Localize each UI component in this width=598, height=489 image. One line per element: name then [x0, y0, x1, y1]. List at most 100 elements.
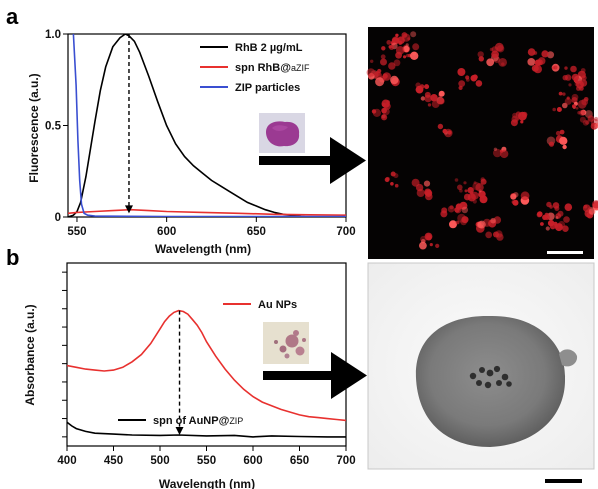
fluorescent-dot: [375, 77, 385, 87]
fluorescent-dot: [438, 90, 445, 97]
fluorescent-dot: [564, 97, 572, 105]
fluorescent-dot: [455, 220, 460, 225]
fluorescent-dot: [431, 100, 440, 108]
fluorescent-dot: [447, 130, 452, 135]
chart-a-annotation: [124, 34, 133, 214]
fluorescent-dot: [477, 51, 484, 58]
fluorescent-dot: [421, 239, 426, 244]
fluorescent-dot: [527, 58, 536, 66]
fluorescent-dot: [424, 91, 431, 98]
legend-entry: RhB 2 µg/mL: [235, 42, 303, 54]
fluorescent-dot: [467, 193, 476, 202]
fluorescent-dot: [562, 144, 567, 150]
fluorescent-dot: [381, 114, 388, 121]
fluorescent-dot: [410, 31, 417, 38]
panel-label-b: b: [6, 245, 19, 270]
fluorescent-dot: [518, 111, 527, 121]
fluorescent-dot: [449, 220, 457, 229]
fluorescent-dot: [558, 91, 563, 96]
fluorescent-dot: [559, 129, 565, 135]
fluorescent-dot: [423, 180, 431, 187]
fluorescent-dot: [457, 184, 463, 191]
fluorescent-dot: [533, 51, 538, 55]
fluorescent-dot: [546, 51, 555, 59]
fluorescent-dot: [385, 176, 390, 181]
fluorescent-dot: [393, 173, 399, 179]
aunp-powder-photo: [263, 322, 309, 364]
fluorescent-dot: [392, 37, 399, 45]
fluorescent-dot: [465, 75, 470, 80]
y-tick-label: 0.5: [45, 121, 62, 133]
series-line-0: [67, 309, 346, 422]
fluorescent-dot: [510, 119, 518, 127]
fluorescent-dot: [380, 58, 387, 66]
fluorescent-dot: [398, 40, 403, 45]
fluorescent-dot: [420, 96, 426, 101]
fluorescent-dot: [568, 83, 572, 87]
fluorescent-dot: [405, 43, 409, 47]
fluorescent-dot: [394, 183, 399, 188]
fluorescent-dot: [576, 86, 581, 91]
fluorescent-dot: [583, 97, 589, 102]
fluorescent-dot: [467, 187, 475, 194]
fluorescent-dot: [416, 189, 425, 197]
fluorescent-dot: [512, 199, 519, 206]
chart-a-ylabel: Fluorescence (a.u.): [27, 73, 41, 182]
fluorescent-dot: [403, 55, 407, 59]
fluorescent-dot: [579, 109, 586, 116]
fluorescent-dot: [564, 203, 573, 211]
fluorescent-dot: [495, 230, 503, 238]
fluorescent-dot: [461, 206, 469, 214]
fluorescent-dot: [395, 33, 399, 37]
fluorescent-dot: [570, 65, 577, 73]
chart-b-xlabel: Wavelength (nm): [159, 477, 255, 489]
x-tick-label: 550: [197, 455, 216, 467]
fluorescent-dot: [419, 84, 425, 89]
fluorescent-dot: [520, 191, 530, 201]
fluorescent-dot: [403, 45, 410, 53]
fluorescent-dot: [489, 47, 494, 52]
fluorescent-dot: [585, 120, 590, 125]
arrow-to-tem-image: [263, 352, 367, 399]
tem-scale-bar: [545, 479, 582, 483]
x-tick-label: 500: [150, 455, 169, 467]
fluorescent-dot: [571, 93, 579, 101]
fluorescent-dot: [390, 75, 399, 85]
legend-entry: spn of AuNP@ZIP: [153, 415, 243, 427]
series-line-2: [72, 34, 346, 217]
fluorescent-dot: [419, 241, 427, 250]
fluorescent-dot: [562, 92, 566, 96]
fluorescent-dot: [442, 128, 448, 134]
fluorescent-dot: [475, 80, 483, 87]
fluorescent-dot: [463, 181, 467, 185]
x-tick-label: 650: [290, 455, 309, 467]
fluorescent-dot: [553, 221, 558, 226]
fluorescent-dot: [437, 123, 444, 130]
fluorescent-dot: [571, 73, 580, 81]
fluorescent-dot: [490, 217, 496, 224]
x-tick-label: 700: [336, 455, 355, 467]
fluorescent-dot: [542, 214, 548, 220]
fluorescent-dot: [540, 222, 544, 226]
fluorescent-dot: [460, 218, 467, 226]
fluorescent-dot: [562, 225, 569, 232]
fluorescent-dot: [545, 226, 550, 231]
fluorescence-chart: Fluorescence (a.u.) Wavelength (nm) 550 6…: [27, 29, 356, 256]
fluorescent-dot: [554, 206, 560, 211]
fluorescent-dot: [424, 84, 430, 90]
fluorescent-dot: [564, 66, 568, 70]
gold-nanoparticles: [469, 365, 512, 389]
fluorescent-dot: [587, 115, 595, 122]
fluorescent-dot: [427, 103, 432, 107]
chart-a-xlabel: Wavelength (nm): [155, 242, 251, 256]
fluorescent-dot: [477, 220, 486, 229]
fluorescent-dot: [473, 181, 477, 185]
legend-entry: Au NPs: [258, 299, 297, 311]
fluorescent-dot: [594, 122, 598, 129]
fluorescent-dot: [395, 46, 405, 55]
fluorescent-dot: [388, 45, 392, 49]
fluorescent-dot: [412, 43, 420, 51]
fluorescent-dot: [547, 219, 555, 227]
fluorescent-dot: [559, 136, 568, 145]
chart-b-series: [67, 309, 346, 438]
